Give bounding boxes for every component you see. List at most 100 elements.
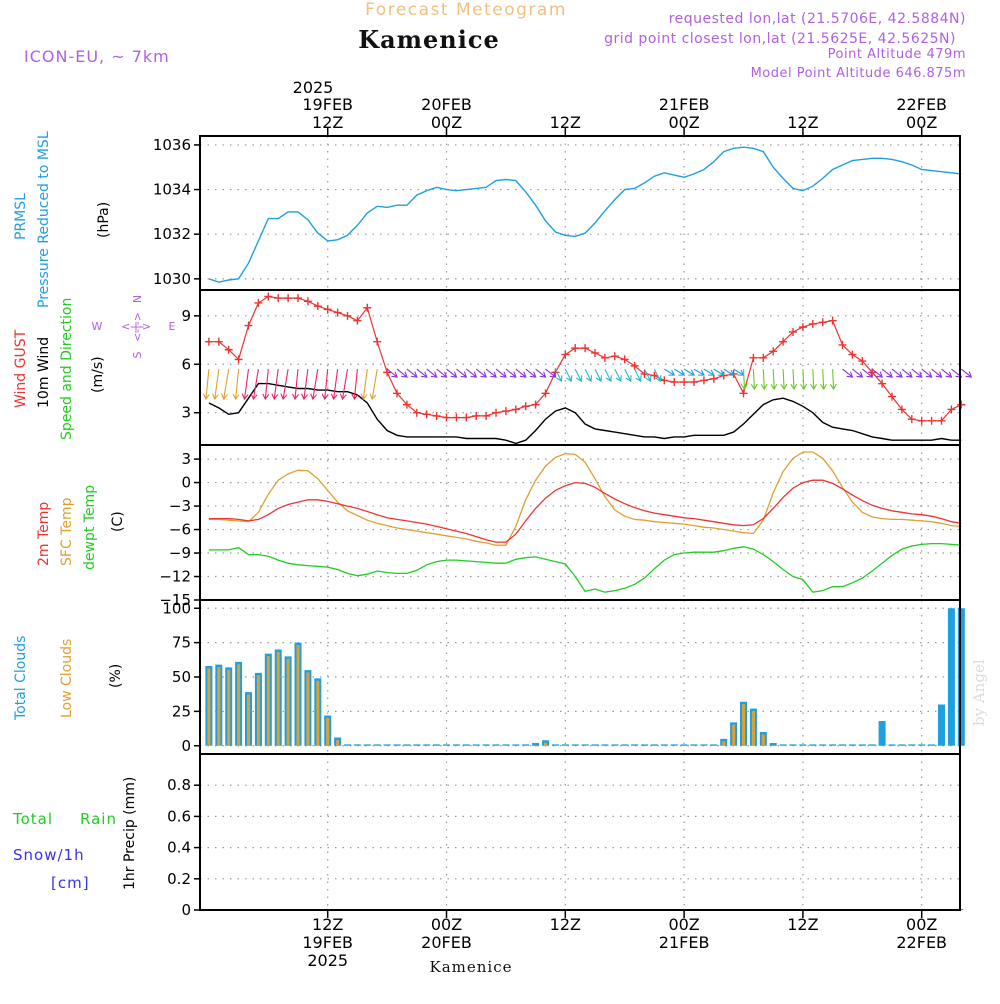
total-cloud-bar <box>789 744 797 746</box>
total-cloud-bar <box>848 744 856 746</box>
low-cloud-bar <box>286 658 290 746</box>
wind-arrow <box>693 368 705 376</box>
gust-marker <box>789 327 798 336</box>
wind-arrow <box>475 368 488 378</box>
compass-w: W <box>92 320 103 333</box>
y-tick-label: 1032 <box>153 225 191 243</box>
wind-arrow <box>931 368 943 378</box>
wind-arrow <box>861 368 874 378</box>
wind-arrow <box>386 368 398 378</box>
wind-arrow <box>406 368 418 378</box>
low-cloud-bar <box>256 675 260 746</box>
bottom-tick-date: 22FEB <box>896 933 947 952</box>
wind-arrow <box>891 368 903 378</box>
gust-marker <box>333 308 342 317</box>
top-tick-date: 20FEB <box>421 95 472 114</box>
compass-arrows-v: <-|-> <box>131 312 144 342</box>
wind-arrow <box>396 368 408 378</box>
gust-marker <box>769 347 778 356</box>
y-tick-label: 0.6 <box>167 807 191 825</box>
low-cloud-bar <box>306 672 310 746</box>
y-tick-label: 6 <box>181 355 191 373</box>
total-cloud-bar <box>433 744 441 746</box>
gust-marker <box>848 350 857 359</box>
temp-unit: (C) <box>110 511 126 532</box>
gust-marker <box>660 376 669 385</box>
y-tick-label: 3 <box>181 450 191 468</box>
wind-arrow <box>584 368 593 383</box>
total-cloud-bar <box>571 744 579 746</box>
gust-marker <box>927 416 936 425</box>
gust-marker <box>274 294 283 303</box>
gust-marker <box>284 294 293 303</box>
total-cloud-bar <box>878 721 886 746</box>
y-tick-label: 9 <box>181 307 191 325</box>
bottom-place: Kamenice <box>430 958 513 976</box>
forecast-title: Forecast Meteogram <box>365 0 567 20</box>
low-cloud-bar <box>316 680 320 746</box>
low-cloud-bar <box>207 668 211 746</box>
compass-e: E <box>169 320 176 333</box>
y-tick-label: −15 <box>159 591 191 609</box>
gust-marker <box>363 303 372 312</box>
wind-arrow <box>634 368 642 383</box>
wind-arrow <box>292 369 299 401</box>
top-axis-year: 2025 <box>293 78 334 97</box>
wind-arrow <box>941 368 953 378</box>
wind-arrow <box>330 369 339 401</box>
wind-arrow <box>426 368 438 378</box>
gust-marker <box>571 344 580 353</box>
total-cloud-bar <box>898 744 906 746</box>
total-cloud-bar <box>888 744 896 746</box>
gust-marker <box>402 400 411 409</box>
total-cloud-bar <box>591 744 599 746</box>
y-tick-label: 0 <box>181 737 191 755</box>
wind-arrow <box>760 369 768 391</box>
total-cloud-bar <box>551 744 559 746</box>
wind-arrow <box>232 369 240 401</box>
wind-arrow <box>921 368 933 378</box>
top-tick-hour: 00Z <box>906 113 937 132</box>
total-cloud-bar <box>532 743 540 746</box>
gust-marker <box>818 318 827 327</box>
wind-arrow <box>221 369 230 401</box>
top-tick-hour: 12Z <box>550 113 581 132</box>
low-clouds-label: Low Clouds <box>59 639 75 718</box>
total-cloud-bar <box>947 608 955 746</box>
temp2m-label: 2m Temp <box>36 502 52 566</box>
bottom-tick-hour: 12Z <box>550 915 581 934</box>
wind-arrow <box>653 368 662 383</box>
total-cloud-bar <box>769 743 777 746</box>
y-tick-label: −12 <box>159 568 191 586</box>
panel-3: 3 0 −3 −6 −9 −12 −15 <box>159 445 962 609</box>
compass-s: S <box>131 351 144 358</box>
wind-arrow <box>321 369 329 401</box>
gust-marker <box>264 292 273 301</box>
total-cloud-bar <box>779 744 787 746</box>
wind-arrow <box>280 369 289 401</box>
wind-arrow <box>416 368 428 378</box>
wind-arrow <box>360 369 368 401</box>
total-cloud-bar <box>413 744 421 746</box>
gust-marker <box>234 355 243 364</box>
wind-arrow <box>211 369 220 401</box>
bottom-tick-hour: 00Z <box>906 915 937 934</box>
total-cloud-bar <box>918 744 926 746</box>
gust-marker <box>323 305 332 314</box>
panel-4: 0 25 50 75 100 <box>162 599 965 755</box>
wind-arrow <box>790 369 798 391</box>
sfc-temp-line <box>208 451 962 546</box>
total-cloud-bar <box>502 744 510 746</box>
gust-marker <box>412 408 421 417</box>
precip-unit: 1hr Precip (mm) <box>122 777 138 890</box>
gust-marker <box>937 416 946 425</box>
wind-unit: (m/s) <box>90 356 106 393</box>
low-cloud-bar <box>722 741 726 746</box>
panel-frame <box>199 753 961 911</box>
low-cloud-bar <box>276 651 280 746</box>
total-precip-label: Total <box>12 810 53 828</box>
gust-marker <box>808 319 817 328</box>
low-cloud-bar <box>534 745 538 747</box>
